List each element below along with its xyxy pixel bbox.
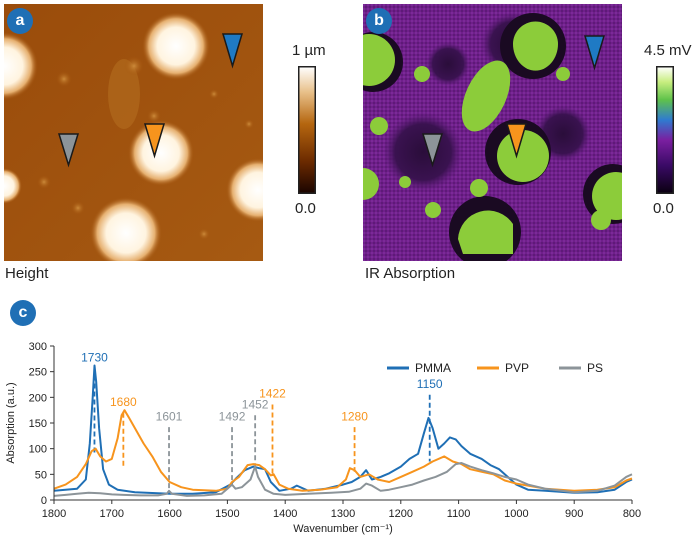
panel-a-caption: Height: [5, 265, 49, 282]
colorbar-a-max: 1 µm: [292, 42, 326, 59]
series-line-pmma: [53, 364, 633, 495]
peak-label-1601: 1601: [156, 409, 183, 423]
x-tick-label: 1300: [331, 508, 355, 520]
colorbar-a-min: 0.0: [295, 200, 316, 217]
height-map-image: [0, 4, 290, 269]
y-axis-label: Absorption (a.u.): [5, 382, 17, 463]
x-tick-label: 1100: [447, 508, 471, 520]
panel-a-badge: a: [7, 8, 33, 34]
colorbar-b-max: 4.5 mV: [644, 42, 692, 59]
x-tick-label: 1800: [42, 508, 66, 520]
x-tick-label: 1700: [100, 508, 124, 520]
peak-label-1280: 1280: [341, 409, 368, 423]
orange-marker-icon: [505, 123, 528, 159]
x-tick-label: 900: [565, 508, 583, 520]
x-axis-label: Wavenumber (cm⁻¹): [293, 523, 393, 535]
peak-label-1680: 1680: [110, 395, 137, 409]
peak-label-1150: 1150: [417, 377, 443, 391]
blue-marker-icon: [583, 35, 606, 71]
y-tick-label: 200: [29, 392, 47, 404]
colorbar-a: [298, 66, 316, 194]
panel-b-badge: b: [366, 8, 392, 34]
x-tick-label: 1400: [273, 508, 297, 520]
legend-label-pmma: PMMA: [415, 361, 451, 375]
series-line-ps: [53, 462, 633, 497]
blue-marker-icon: [221, 33, 244, 69]
y-tick-label: 150: [29, 418, 47, 430]
x-tick-label: 1600: [157, 508, 181, 520]
x-tick-label: 1500: [215, 508, 239, 520]
x-tick-label: 800: [623, 508, 641, 520]
colorbar-b: [656, 66, 674, 194]
legend-label-ps: PS: [587, 361, 603, 375]
peak-label-1730: 1730: [81, 350, 108, 364]
y-tick-label: 0: [41, 495, 47, 507]
colorbar-b-min: 0.0: [653, 200, 674, 217]
peak-label-1492: 1492: [219, 409, 246, 423]
peak-label-1422: 1422: [259, 386, 286, 400]
legend-label-pvp: PVP: [505, 361, 529, 375]
y-tick-label: 300: [29, 341, 47, 353]
panel-c-badge: c: [10, 300, 36, 326]
x-tick-label: 1200: [389, 508, 413, 520]
gray-marker-icon: [421, 133, 444, 168]
y-tick-label: 50: [35, 469, 47, 481]
orange-marker-icon: [143, 123, 166, 159]
panel-b-caption: IR Absorption: [365, 265, 456, 282]
panel-a: a: [0, 4, 290, 269]
y-tick-label: 250: [29, 367, 47, 379]
ir-absorption-map-image: [343, 4, 643, 268]
panel-b: b: [343, 4, 643, 268]
peak-label-1452: 1452: [242, 398, 269, 412]
gray-marker-icon: [57, 133, 80, 168]
x-tick-label: 1000: [504, 508, 528, 520]
y-tick-label: 100: [29, 444, 47, 456]
series-line-pvp: [53, 409, 633, 492]
